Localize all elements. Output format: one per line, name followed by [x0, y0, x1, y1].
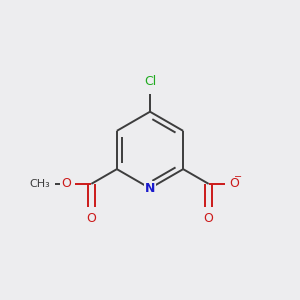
- Text: O: O: [86, 212, 96, 225]
- Text: O: O: [204, 212, 214, 225]
- Text: −: −: [234, 172, 242, 182]
- Text: Cl: Cl: [144, 75, 156, 88]
- Text: O: O: [229, 177, 239, 190]
- Text: N: N: [145, 182, 155, 195]
- Text: O: O: [61, 177, 71, 190]
- Text: CH₃: CH₃: [29, 179, 50, 189]
